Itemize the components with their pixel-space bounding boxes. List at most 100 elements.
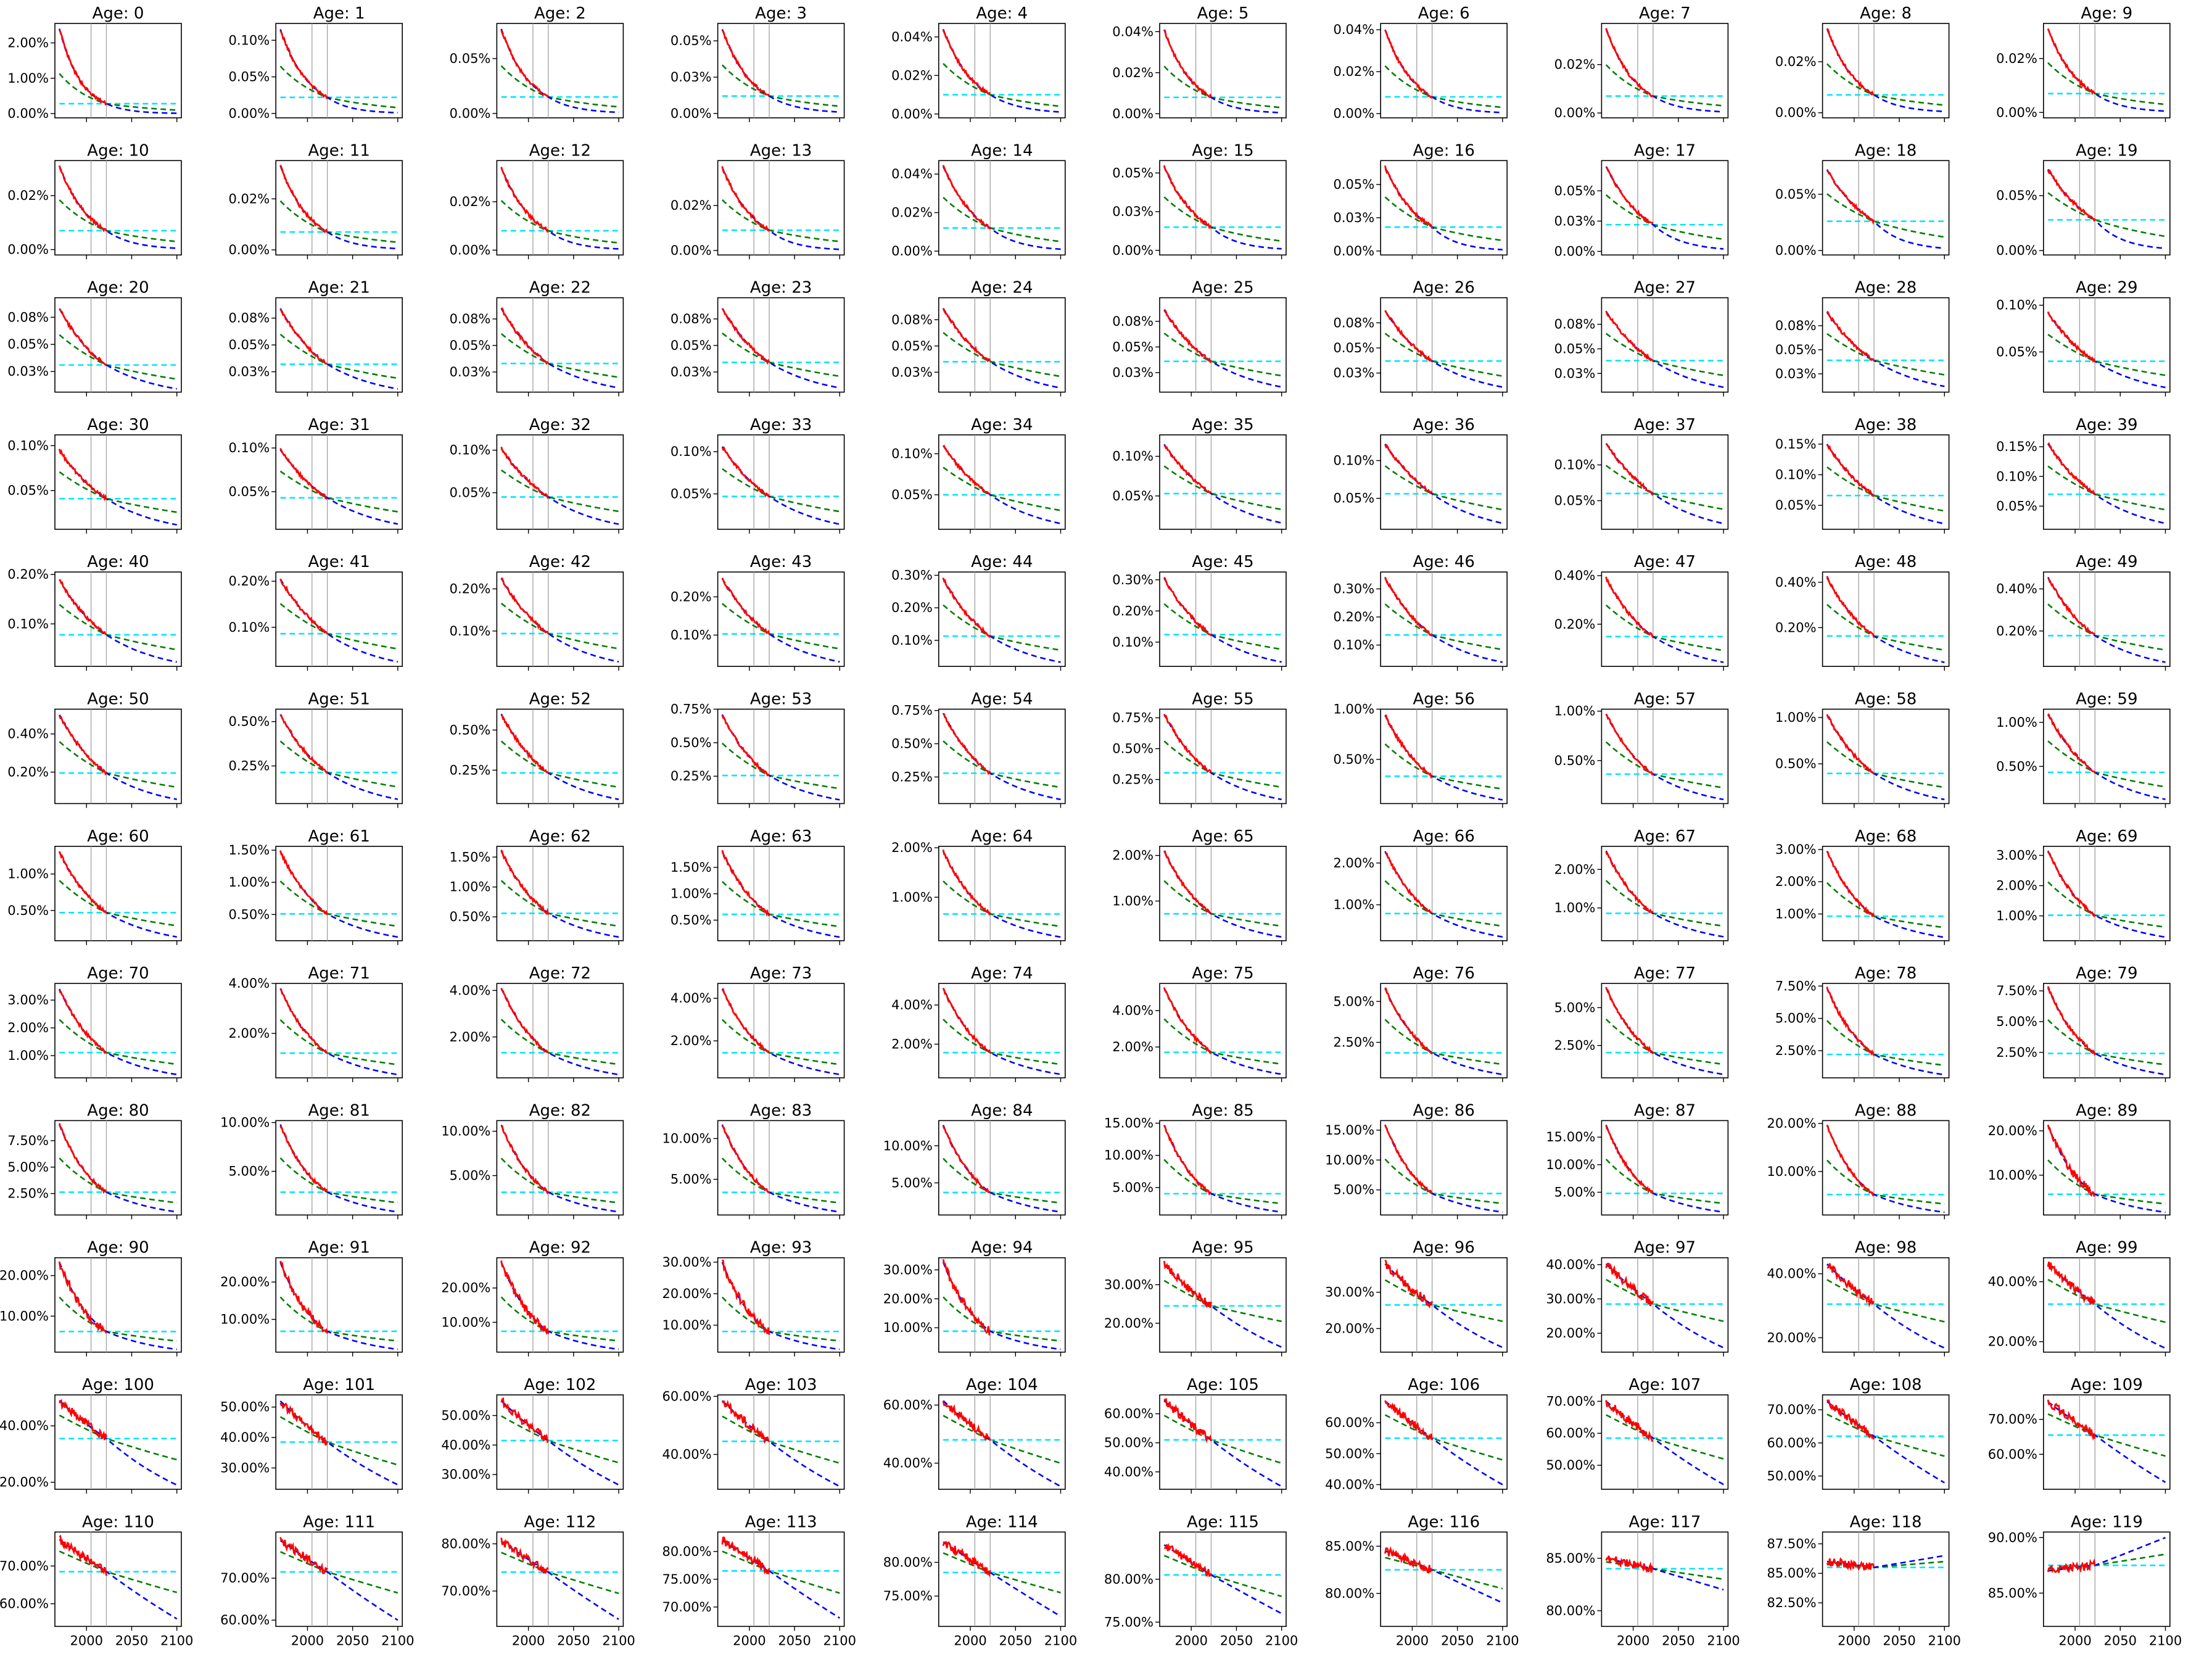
- ytick-label: 0.05%: [1112, 339, 1153, 354]
- series-blue-line: [500, 28, 619, 114]
- ytick-label: 85.00%: [1546, 1551, 1595, 1566]
- panel-frame: [1159, 23, 1287, 118]
- ytick-label: 0.03%: [671, 365, 712, 379]
- panel-title: Age: 26: [1413, 279, 1474, 297]
- panel-frame: [938, 1531, 1066, 1627]
- ytick-label: 40.00%: [220, 1430, 270, 1445]
- ytick-label: 5.00%: [1554, 1185, 1596, 1200]
- panel-series: [1605, 1555, 1724, 1591]
- series-observed-line: [1826, 851, 1875, 918]
- ytick-label: 50.00%: [1104, 1436, 1153, 1450]
- panel-frame: [275, 1120, 403, 1216]
- series-blue-line: [59, 1124, 177, 1213]
- ytick-label: 0.03%: [228, 365, 270, 379]
- panel-frame: [1159, 1394, 1287, 1490]
- panel-frame: [1822, 1531, 1950, 1627]
- series-blue-line: [1605, 1263, 1724, 1349]
- ytick-label: 50.00%: [1767, 1469, 1817, 1484]
- ytick-label: 20.00%: [1988, 1334, 2037, 1349]
- series-blue-line: [1605, 1125, 1724, 1213]
- ytick-label: 0.00%: [228, 106, 270, 121]
- panel-age-68: Age: 68 1.00% 2.00% 3.00%: [1775, 827, 1950, 945]
- series-blue-line: [1605, 577, 1724, 663]
- panel-frame: [1822, 1257, 1950, 1353]
- series-observed-line: [1384, 1259, 1434, 1309]
- ytick-label: 0.05%: [228, 70, 270, 85]
- panel-series: [942, 849, 1061, 938]
- series-green-line: [722, 468, 840, 513]
- ytick-label: 2.00%: [1333, 856, 1374, 870]
- ytick-label: 0.02%: [891, 68, 933, 83]
- panel-series: [1605, 1262, 1724, 1349]
- series-observed-line: [58, 449, 107, 502]
- ytick-label: 0.10%: [228, 33, 270, 48]
- series-observed-line: [942, 987, 991, 1054]
- panel-frame: [1380, 434, 1508, 530]
- panel-series: [1163, 165, 1282, 250]
- ytick-label: 10.00%: [220, 1115, 270, 1130]
- panel-frame: [717, 571, 845, 668]
- series-blue-line: [1384, 1263, 1503, 1349]
- ytick-label: 5.00%: [450, 1168, 491, 1183]
- panel-title: Age: 15: [1192, 141, 1253, 160]
- panel-frame: [1822, 434, 1950, 530]
- ytick-label: 20.00%: [220, 1275, 270, 1289]
- series-green-line: [500, 1296, 619, 1342]
- series-observed-line: [500, 30, 549, 98]
- panel-series: [59, 308, 177, 390]
- panel-title: Age: 36: [1413, 416, 1474, 434]
- series-blue-line: [279, 714, 398, 800]
- panel-age-111: Age: 111 60.00% 70.00% 2000 2050 2100: [220, 1513, 414, 1648]
- panel-frame: [54, 160, 182, 256]
- series-blue-line: [59, 1400, 178, 1486]
- series-blue-line: [500, 308, 619, 389]
- panel-frame: [1601, 983, 1729, 1078]
- panel-series: [1163, 1542, 1282, 1615]
- series-green-line: [279, 1551, 398, 1594]
- series-green-line: [2047, 603, 2166, 651]
- series-observed-line: [2047, 577, 2096, 635]
- series-green-line: [59, 1296, 177, 1342]
- panel-series: [279, 1400, 398, 1486]
- series-green-line: [2047, 740, 2166, 788]
- ytick-label: 0.10%: [7, 438, 49, 453]
- panel-title: Age: 38: [1855, 416, 1917, 434]
- ytick-label: 0.25%: [228, 759, 270, 774]
- ytick-label: 2.50%: [1554, 1038, 1596, 1053]
- ytick-label: 10.00%: [1988, 1168, 2037, 1183]
- panel-series: [1605, 850, 1724, 938]
- series-green-line: [722, 742, 840, 790]
- series-observed-line: [58, 989, 107, 1054]
- series-green-line: [2047, 62, 2166, 105]
- ytick-label: 40.00%: [1325, 1477, 1374, 1492]
- series-green-line: [279, 603, 398, 650]
- panel-series: [279, 1124, 398, 1213]
- panel-age-66: Age: 66 1.00% 2.00%: [1333, 827, 1508, 945]
- panel-title: Age: 6: [1418, 4, 1470, 23]
- series-green-line: [500, 880, 619, 927]
- panel-series: [59, 579, 177, 663]
- series-blue-line: [1384, 443, 1503, 524]
- ytick-label: 0.02%: [1333, 64, 1374, 79]
- panel-frame: [938, 846, 1066, 941]
- panel-title: Age: 10: [87, 141, 149, 160]
- series-observed-line: [501, 577, 550, 635]
- series-observed-line: [721, 1536, 770, 1575]
- series-blue-line: [1826, 169, 1945, 249]
- series-green-line: [1163, 880, 1282, 927]
- series-observed-line: [943, 713, 991, 775]
- panel-age-28: Age: 28 0.03% 0.05% 0.08%: [1775, 279, 1950, 397]
- series-green-line: [1163, 1555, 1282, 1597]
- ytick-label: 0.50%: [450, 722, 491, 737]
- ytick-label: 2.00%: [1996, 879, 2037, 893]
- panel-title: Age: 71: [308, 964, 369, 983]
- series-blue-line: [59, 449, 177, 526]
- panel-age-84: Age: 84 5.00% 10.00%: [883, 1101, 1066, 1220]
- series-blue-line: [1384, 167, 1503, 250]
- panel-age-91: Age: 91 10.00% 20.00%: [220, 1239, 403, 1357]
- panel-frame: [1380, 1531, 1508, 1627]
- panel-title: Age: 35: [1192, 416, 1253, 434]
- panel-series: [1605, 443, 1724, 524]
- series-observed-line: [943, 444, 991, 495]
- series-green-line: [943, 1415, 1061, 1464]
